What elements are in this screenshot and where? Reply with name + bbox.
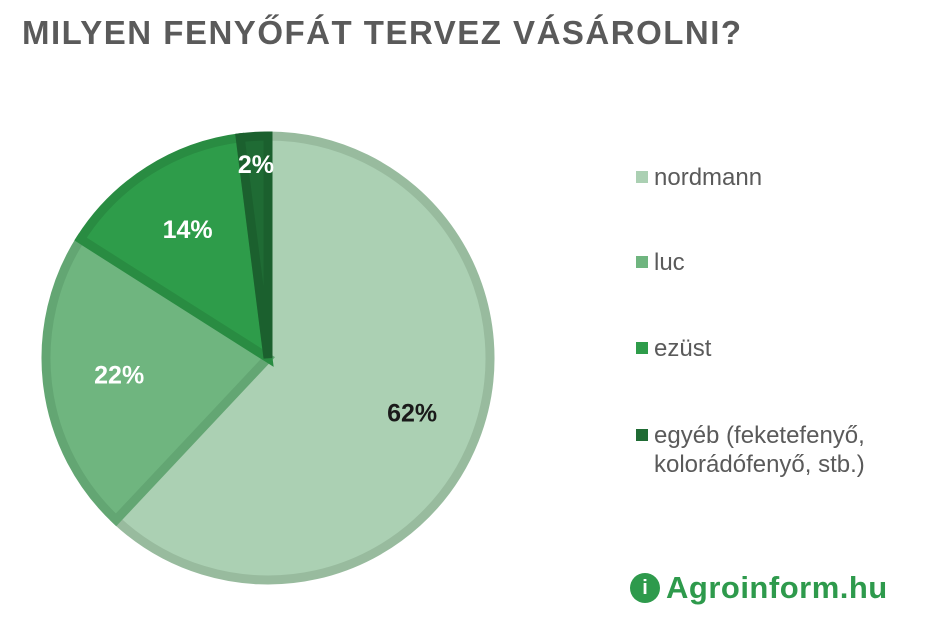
legend-label-ezust: ezüst — [654, 335, 712, 362]
legend-swatch-egyeb — [636, 429, 648, 441]
legend-label-nordmann: nordmann — [654, 164, 763, 191]
pie-slice-2 — [74, 132, 274, 367]
legend-swatch-nordmann — [636, 171, 648, 183]
legend-swatch-ezust — [636, 342, 648, 354]
legend-label-egyeb-line-2: kolorádófenyő, stb.) — [654, 451, 865, 478]
legend-label-luc: luc — [654, 249, 685, 276]
pie-data-label-0: 62% — [387, 400, 437, 428]
legend-item-nordmann: nordmann — [636, 163, 762, 192]
pie-data-label-1: 22% — [94, 361, 144, 389]
pie-data-label-2: 14% — [163, 216, 213, 244]
chart-title: MILYEN FENYŐFÁT TERVEZ VÁSÁROLNI? — [22, 14, 743, 51]
legend-item-ezust: ezüst — [636, 334, 711, 363]
legend-label-egyeb-line-1: egyéb (feketefenyő, — [654, 422, 865, 449]
legend-item-egyeb: egyéb (feketefenyő, kolorádófenyő, stb.) — [636, 421, 865, 479]
info-leaf-icon: i — [630, 573, 660, 603]
legend-swatch-luc — [636, 256, 648, 268]
pie-slice-0 — [109, 131, 495, 585]
brand-name: Agroinform.hu — [666, 570, 888, 605]
pie-data-label-3: 2% — [238, 151, 274, 179]
brand-logo: i Agroinform.hu — [630, 570, 888, 606]
legend-label-egyeb: egyéb (feketefenyő, kolorádófenyő, stb.) — [654, 421, 865, 479]
pie-slice-3 — [235, 131, 273, 359]
legend-item-luc: luc — [636, 248, 685, 277]
pie-slice-1 — [41, 232, 276, 527]
